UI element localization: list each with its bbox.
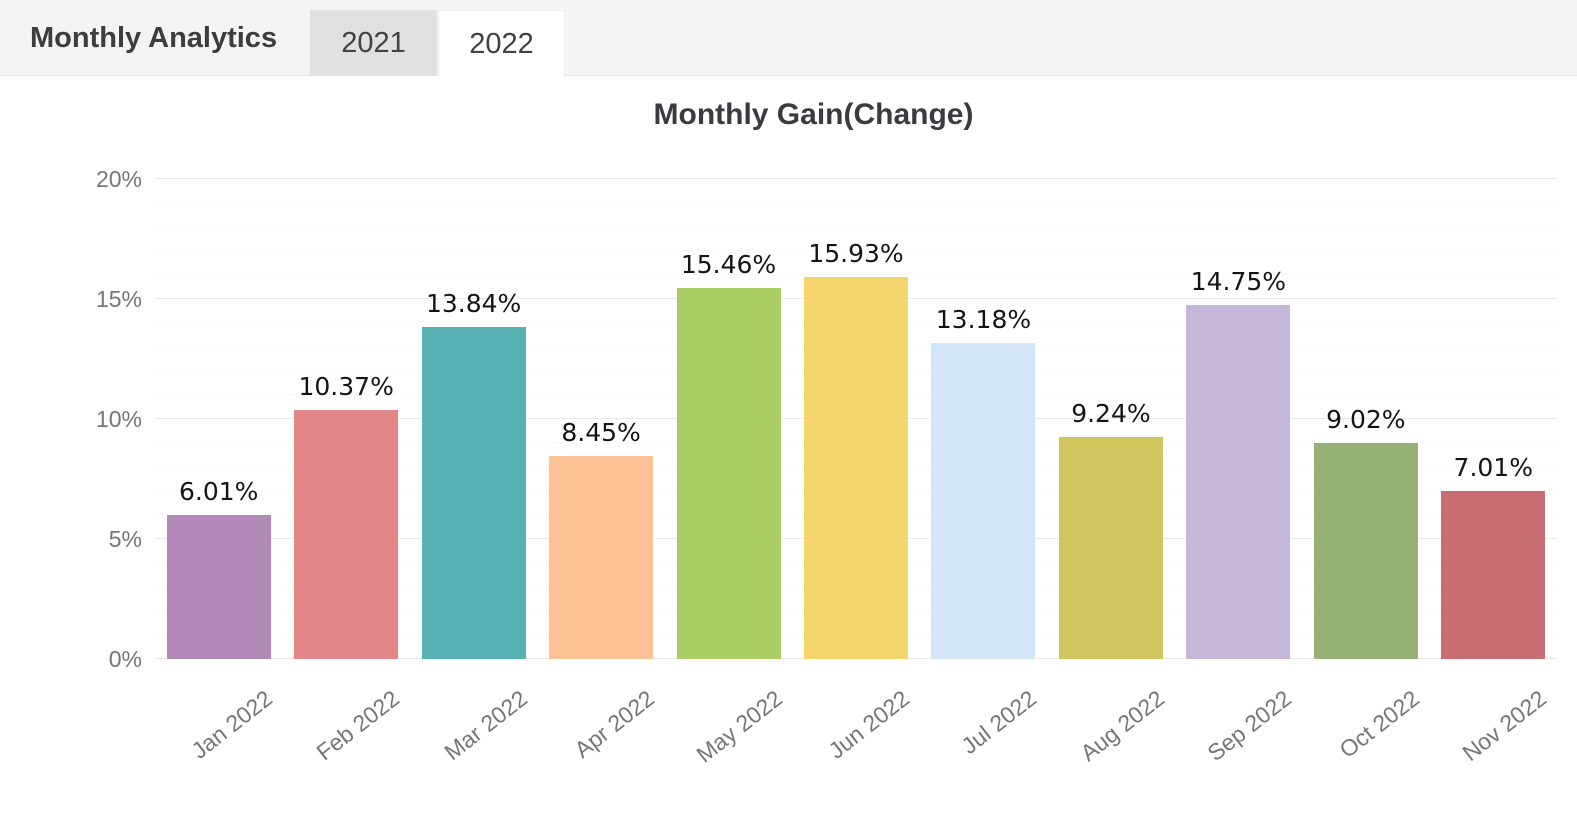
y-tick-label: 15% bbox=[95, 286, 142, 312]
y-tick-label: 10% bbox=[95, 406, 142, 432]
minor-gridline bbox=[155, 226, 1557, 227]
bar-value-label: 9.02% bbox=[1326, 404, 1406, 434]
bar-value-label: 15.93% bbox=[808, 238, 904, 268]
header-bar: Monthly Analytics bbox=[0, 0, 1577, 76]
bar-sep-2022[interactable] bbox=[1186, 305, 1291, 659]
major-gridline bbox=[155, 178, 1557, 179]
bar-value-label: 7.01% bbox=[1453, 452, 1533, 482]
y-tick-label: 20% bbox=[95, 166, 142, 192]
bar-feb-2022[interactable] bbox=[294, 410, 399, 659]
bar-value-label: 13.84% bbox=[425, 288, 522, 318]
plot-area: 0% 5% 10% 15% 20% 6.01% Jan 2022 10.37% Feb 2022… bbox=[96, 166, 1557, 768]
tab-2022[interactable]: 2022 bbox=[438, 10, 565, 78]
bar-value-label: 8.45% bbox=[561, 418, 641, 448]
bar-nov-2022[interactable] bbox=[1441, 490, 1546, 659]
bar-jan-2022[interactable] bbox=[166, 514, 271, 659]
bar-value-label: 6.01% bbox=[179, 476, 259, 506]
minor-gridline bbox=[155, 202, 1557, 203]
chart-title: Monthly Gain(Change) bbox=[653, 98, 974, 131]
page-title: Monthly Analytics bbox=[30, 22, 278, 54]
bar-apr-2022[interactable] bbox=[549, 456, 654, 659]
y-tick-label: 5% bbox=[108, 526, 142, 552]
bar-value-label: 13.18% bbox=[935, 304, 1032, 334]
bar-value-label: 15.46% bbox=[680, 249, 777, 279]
bar-value-label: 10.37% bbox=[298, 372, 394, 402]
minor-gridline bbox=[155, 274, 1557, 275]
bar-mar-2022[interactable] bbox=[421, 326, 526, 659]
y-tick-label: 0% bbox=[108, 646, 142, 672]
bar-may-2022[interactable] bbox=[676, 287, 781, 659]
minor-gridline bbox=[155, 250, 1557, 251]
bar-value-label: 9.24% bbox=[1071, 399, 1151, 429]
bar-value-label: 14.75% bbox=[1190, 267, 1287, 296]
tab-2021[interactable]: 2021 bbox=[310, 10, 437, 76]
bar-jun-2022[interactable] bbox=[804, 276, 908, 659]
bar-aug-2022[interactable] bbox=[1058, 437, 1163, 659]
bar-jul-2022[interactable] bbox=[931, 342, 1036, 659]
bar-oct-2022[interactable] bbox=[1313, 442, 1418, 659]
